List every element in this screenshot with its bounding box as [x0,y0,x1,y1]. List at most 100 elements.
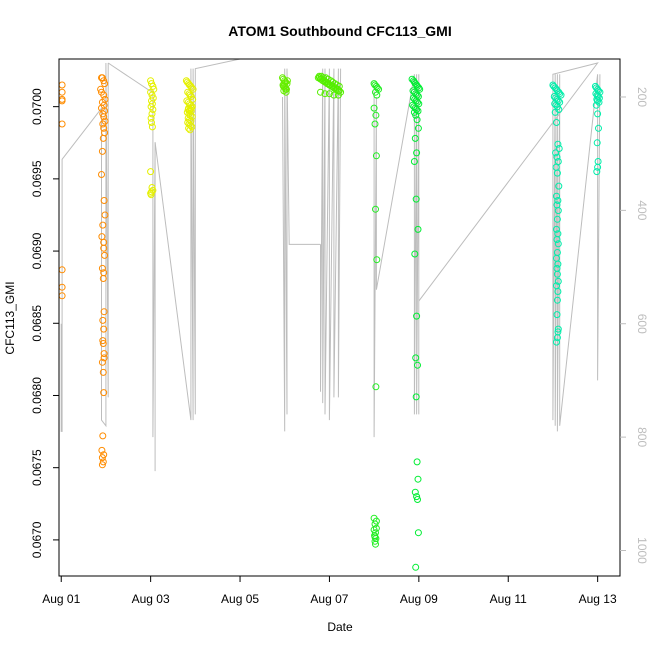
data-point [554,140,562,148]
data-point [321,90,329,98]
data-point [101,211,109,219]
data-point [373,84,381,92]
data-point [100,91,108,99]
data-point [594,163,602,171]
data-point [99,368,107,376]
data-point [413,493,421,501]
data-point [147,168,155,176]
data-point [372,152,380,160]
data-point [553,119,560,126]
data-point [413,116,421,124]
data-point [184,106,192,113]
data-point [553,236,561,243]
data-point [414,496,421,503]
data-point [412,563,420,571]
data-point [99,120,107,128]
data-point [148,188,155,196]
data-point [553,192,560,200]
data-point [414,225,422,233]
x-tick-label: Aug 13 [579,592,617,606]
y-axis-label: CFC113_GMI [3,281,17,354]
data-point [99,221,107,229]
data-point [100,325,108,333]
data-point [100,77,108,85]
y2-tick-label: 800 [635,427,649,447]
data-point [411,134,419,142]
data-point [372,111,380,119]
data-point [553,225,560,233]
data-point [100,124,108,132]
data-point [98,264,106,272]
data-point [551,108,559,116]
data-point [411,488,419,496]
data-point [372,517,380,525]
y-tick-label: 0.0695 [30,160,44,197]
data-point [99,316,107,324]
data-point [554,325,562,333]
data-point [315,72,323,80]
data-point [414,475,422,483]
data-point [98,454,106,462]
data-point [97,85,105,93]
data-point [370,526,378,534]
data-point [185,124,193,132]
data-point [554,288,562,295]
data-point [100,113,108,121]
data-point [554,240,562,248]
x-tick-label: Aug 03 [132,592,170,606]
data-point [148,123,156,131]
data-point [100,354,108,362]
data-point [320,74,328,82]
data-point [100,350,108,358]
data-point [147,191,155,199]
data-point [553,215,561,223]
data-point [412,111,420,119]
data-point [370,104,378,112]
data-point [554,328,562,336]
data-point [99,432,107,440]
data-point [554,207,562,215]
data-point [98,147,106,155]
data-point [101,80,109,88]
data-point [595,124,602,132]
data-point [325,90,333,98]
y-tick-label: 0.0690 [30,232,44,269]
x-tick-label: Aug 09 [400,592,438,606]
data-point [373,256,381,264]
data-point [554,260,562,268]
data-point [557,91,565,99]
altitude-profile-line-6 [373,74,420,438]
data-point [414,529,422,537]
data-point [372,205,379,213]
x-tick-label: Aug 05 [221,592,259,606]
data-point [99,110,107,118]
data-point [371,533,379,541]
data-point [373,91,381,99]
data-point [412,195,420,203]
data-point [414,124,422,132]
data-point [555,145,563,152]
data-point [416,85,424,93]
data-point [411,250,419,258]
data-point [553,338,560,346]
data-point [594,97,602,105]
data-point [100,308,108,316]
data-point [413,149,421,157]
data-point [371,537,379,545]
data-point [593,139,601,147]
y2-tick-label: 400 [635,200,649,220]
data-point [553,296,561,304]
data-point [147,114,155,122]
data-point [413,458,421,466]
data-point [553,153,561,161]
data-point [186,107,193,115]
data-point [555,182,563,190]
data-point [99,340,107,347]
data-point [371,120,379,128]
data-point [413,312,421,320]
data-point [99,337,107,345]
data-point [99,458,107,466]
data-point [317,88,324,96]
y-tick-label: 0.0680 [30,377,44,414]
